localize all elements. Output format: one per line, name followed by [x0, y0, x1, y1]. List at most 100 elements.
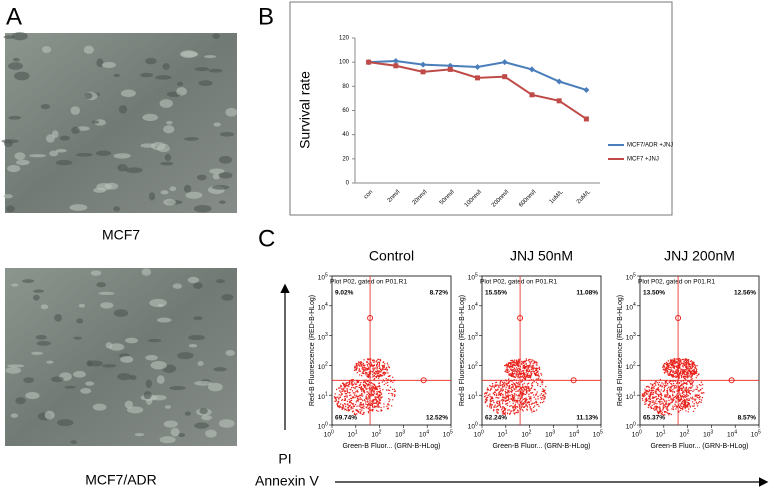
event [381, 369, 382, 370]
event [659, 399, 660, 400]
event [368, 397, 369, 398]
event [522, 409, 523, 410]
event [377, 394, 378, 395]
event [360, 394, 361, 395]
event [686, 372, 687, 373]
micrograph [5, 33, 237, 213]
event [652, 393, 653, 394]
event [683, 394, 684, 395]
event [517, 391, 518, 392]
cell [145, 355, 158, 361]
event [364, 400, 365, 401]
x-tick-exponent: 3 [552, 429, 555, 435]
event [367, 405, 368, 406]
event [348, 409, 349, 410]
cell [173, 283, 182, 288]
event [686, 398, 687, 399]
event [487, 387, 488, 388]
event [680, 372, 681, 373]
event [385, 382, 386, 383]
cell [212, 34, 220, 39]
cell [13, 58, 20, 62]
event [518, 372, 519, 373]
event [501, 389, 502, 390]
cell [149, 192, 155, 200]
cell [92, 120, 99, 123]
event [667, 388, 668, 389]
cell [201, 415, 212, 420]
x-tick-label: 100nm/l [464, 189, 483, 208]
event [339, 406, 340, 407]
cell [165, 154, 172, 161]
event [509, 367, 510, 368]
event [514, 393, 515, 394]
event [523, 390, 524, 391]
event [517, 410, 518, 411]
event [685, 364, 686, 365]
event [672, 361, 673, 362]
cell [158, 304, 164, 307]
event [517, 370, 518, 371]
event [362, 414, 363, 415]
cell [189, 344, 198, 347]
event [680, 381, 681, 382]
event [352, 385, 353, 386]
event [344, 403, 345, 404]
event [496, 382, 497, 383]
cell [36, 335, 47, 340]
event [349, 389, 350, 390]
event [358, 369, 359, 370]
event [357, 372, 358, 373]
event [685, 395, 686, 396]
event [337, 402, 338, 403]
event [502, 399, 503, 400]
event [344, 387, 345, 388]
event [510, 412, 511, 413]
event [658, 389, 659, 390]
event [679, 367, 680, 368]
event [517, 400, 518, 401]
event [485, 401, 486, 402]
event [672, 405, 673, 406]
event [505, 364, 506, 365]
event [521, 363, 522, 364]
event [685, 369, 686, 370]
event [521, 376, 522, 377]
event [376, 406, 377, 407]
event [497, 406, 498, 407]
event [355, 396, 356, 397]
event [511, 367, 512, 368]
event [335, 400, 336, 401]
event [497, 401, 498, 402]
event [668, 367, 669, 368]
event [664, 389, 665, 390]
cell [198, 361, 204, 366]
event [690, 397, 691, 398]
event [511, 376, 512, 377]
event [669, 413, 670, 414]
x-tick-label: 1uM/L [549, 189, 566, 206]
event [361, 410, 362, 411]
cell [102, 364, 116, 368]
event [688, 362, 689, 363]
event [682, 371, 683, 372]
event [523, 402, 524, 403]
cell [33, 289, 44, 292]
event [382, 381, 383, 382]
event [516, 376, 517, 377]
event [502, 384, 503, 385]
event [537, 391, 538, 392]
event [533, 394, 534, 395]
event [340, 397, 341, 398]
event [514, 389, 515, 390]
event [684, 389, 685, 390]
event [676, 390, 677, 391]
event [642, 393, 643, 394]
event [352, 408, 353, 409]
event [487, 397, 488, 398]
event [696, 385, 697, 386]
event [496, 384, 497, 385]
event [490, 386, 491, 387]
event [527, 383, 528, 384]
event [521, 396, 522, 397]
